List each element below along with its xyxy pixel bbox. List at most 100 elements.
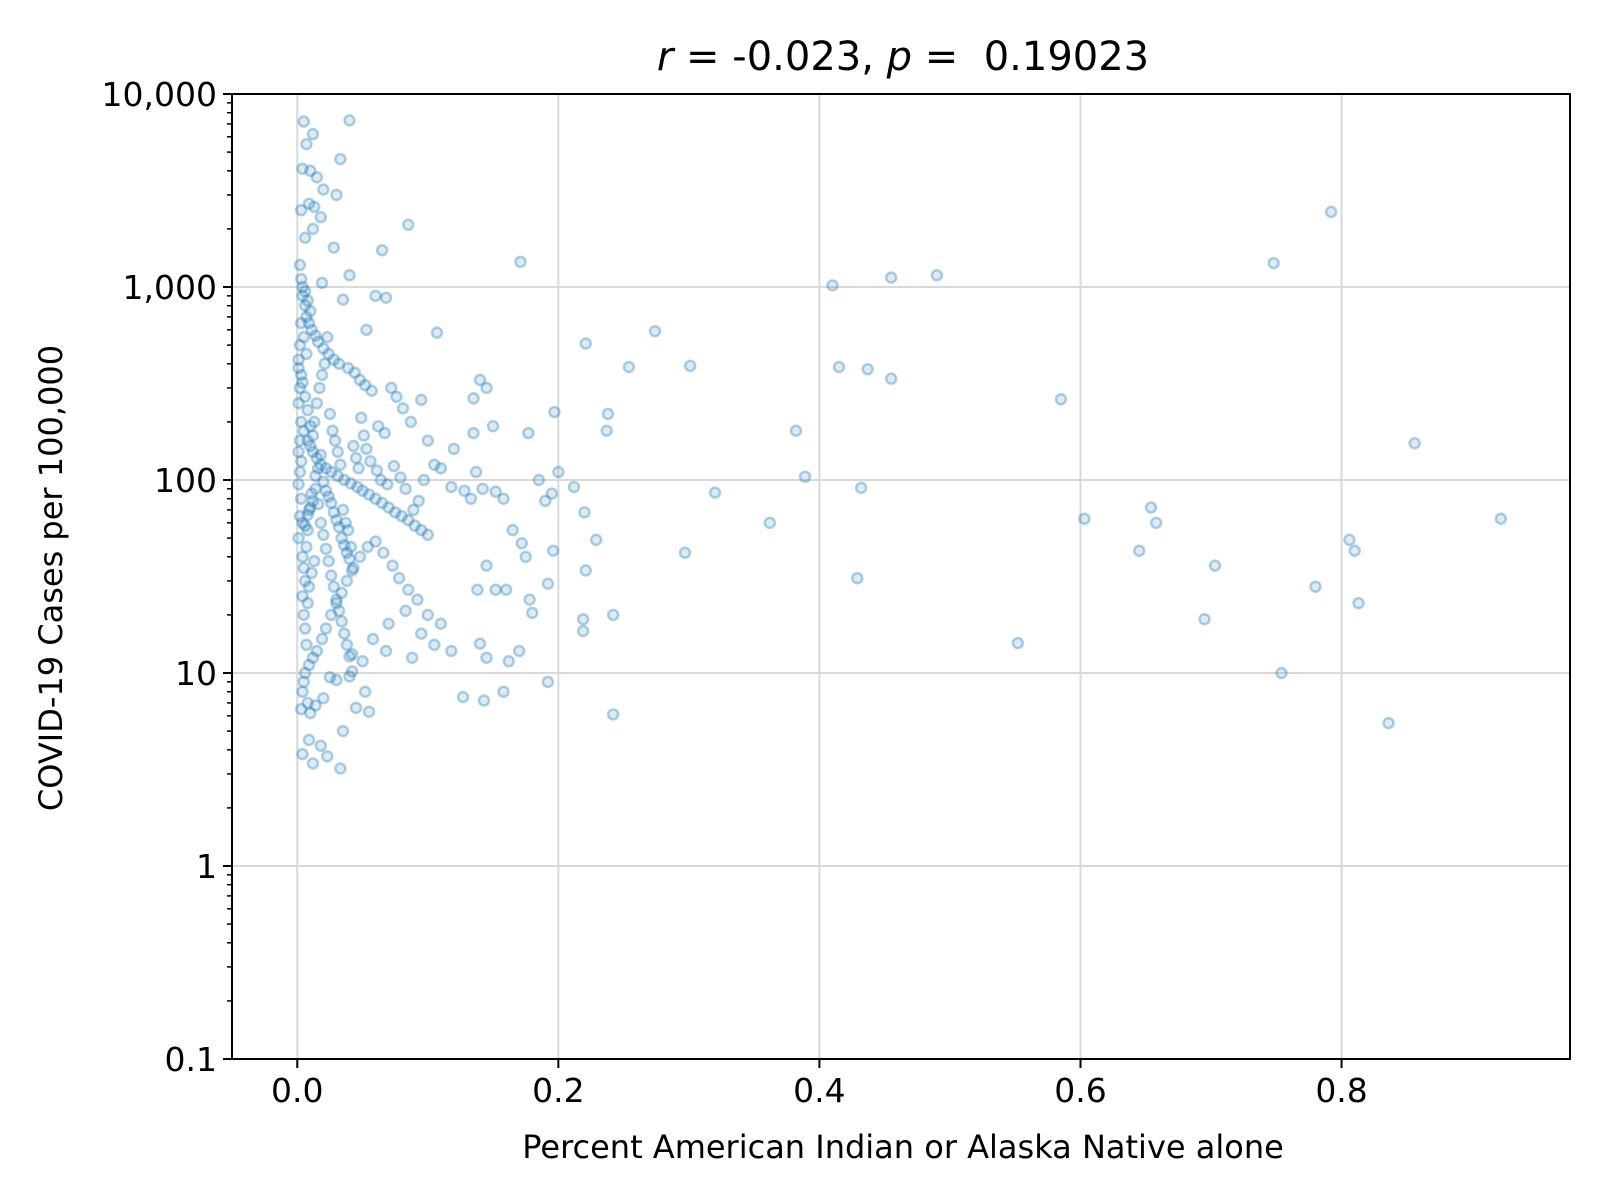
data-point [324, 569, 338, 582]
data-point [497, 492, 510, 505]
data-point [385, 381, 398, 395]
data-point [405, 651, 419, 664]
data-point [1054, 393, 1068, 406]
data-point [334, 152, 347, 166]
data-point [1352, 596, 1365, 610]
data-point [854, 481, 868, 495]
data-point [294, 203, 308, 217]
data-point [467, 392, 480, 405]
data-point [317, 475, 330, 488]
data-point [292, 478, 305, 491]
data-point [319, 484, 333, 497]
data-point [471, 583, 484, 596]
data-point [541, 577, 555, 591]
data-point [369, 535, 382, 548]
data-point [789, 424, 803, 437]
data-point [480, 559, 493, 572]
data-point [421, 608, 435, 622]
data-point [335, 615, 348, 628]
data-point [832, 360, 846, 374]
data-point [293, 509, 307, 523]
data-point [395, 509, 408, 523]
data-point [310, 451, 324, 465]
y-tick-label: 1,000 [123, 268, 217, 307]
data-point [309, 329, 322, 342]
data-point [708, 486, 722, 499]
data-point [345, 564, 359, 577]
data-point [338, 473, 351, 487]
data-point [399, 604, 412, 618]
data-point [322, 554, 335, 568]
data-point [314, 210, 328, 224]
data-point [1343, 533, 1356, 547]
data-point [576, 612, 590, 626]
title-r-symbol: r [657, 34, 676, 80]
data-point [648, 324, 662, 338]
data-point [379, 291, 393, 304]
data-point [356, 655, 369, 668]
data-point [394, 471, 407, 484]
data-point [411, 593, 424, 606]
data-point [1408, 437, 1421, 450]
data-point [314, 458, 328, 471]
data-point [292, 353, 305, 366]
data-point [304, 419, 317, 433]
data-point [315, 368, 329, 382]
data-point [514, 255, 527, 269]
data-point [331, 469, 344, 483]
data-point [1267, 256, 1280, 270]
data-point [430, 326, 444, 339]
data-point [334, 762, 347, 775]
data-point [313, 381, 326, 395]
data-point [304, 439, 317, 453]
data-point [445, 644, 458, 658]
data-point [347, 439, 360, 453]
data-point [327, 506, 341, 519]
data-point [477, 694, 491, 707]
data-point [826, 279, 839, 292]
data-point [330, 513, 343, 527]
data-point [314, 448, 328, 462]
data-point [300, 137, 313, 151]
data-point [382, 501, 395, 514]
data-point [600, 424, 613, 437]
data-point [296, 550, 309, 564]
data-point [330, 593, 343, 606]
data-point [578, 506, 591, 519]
data-point [370, 464, 384, 477]
data-point [476, 482, 489, 496]
data-point [381, 478, 394, 491]
data-point [357, 429, 371, 442]
data-point [379, 644, 393, 658]
data-point [314, 739, 328, 752]
data-point [456, 690, 470, 704]
data-point [304, 501, 317, 514]
data-point [519, 550, 532, 564]
data-point [601, 407, 615, 421]
data-point [375, 496, 389, 510]
x-tick-label: 0.2 [532, 1071, 584, 1110]
data-point [356, 484, 369, 497]
data-point [486, 419, 500, 433]
data-point [314, 516, 328, 530]
data-point [307, 415, 321, 429]
title-p-value: = 0.19023 [912, 34, 1149, 80]
data-point [332, 604, 346, 618]
data-point [294, 415, 308, 429]
data-point [297, 675, 311, 689]
data-point [415, 393, 428, 407]
data-point [349, 451, 363, 465]
data-point [294, 455, 308, 468]
data-point [339, 516, 352, 530]
y-tick-label: 0.1 [165, 1040, 217, 1079]
data-point [302, 197, 316, 210]
data-point [292, 396, 305, 410]
data-point [1198, 612, 1211, 626]
data-point [576, 624, 590, 638]
data-point [296, 280, 309, 294]
data-point [348, 366, 361, 379]
x-tick-label: 0.0 [271, 1071, 323, 1110]
data-point [390, 390, 403, 403]
data-point [408, 519, 422, 532]
data-point [589, 533, 603, 547]
